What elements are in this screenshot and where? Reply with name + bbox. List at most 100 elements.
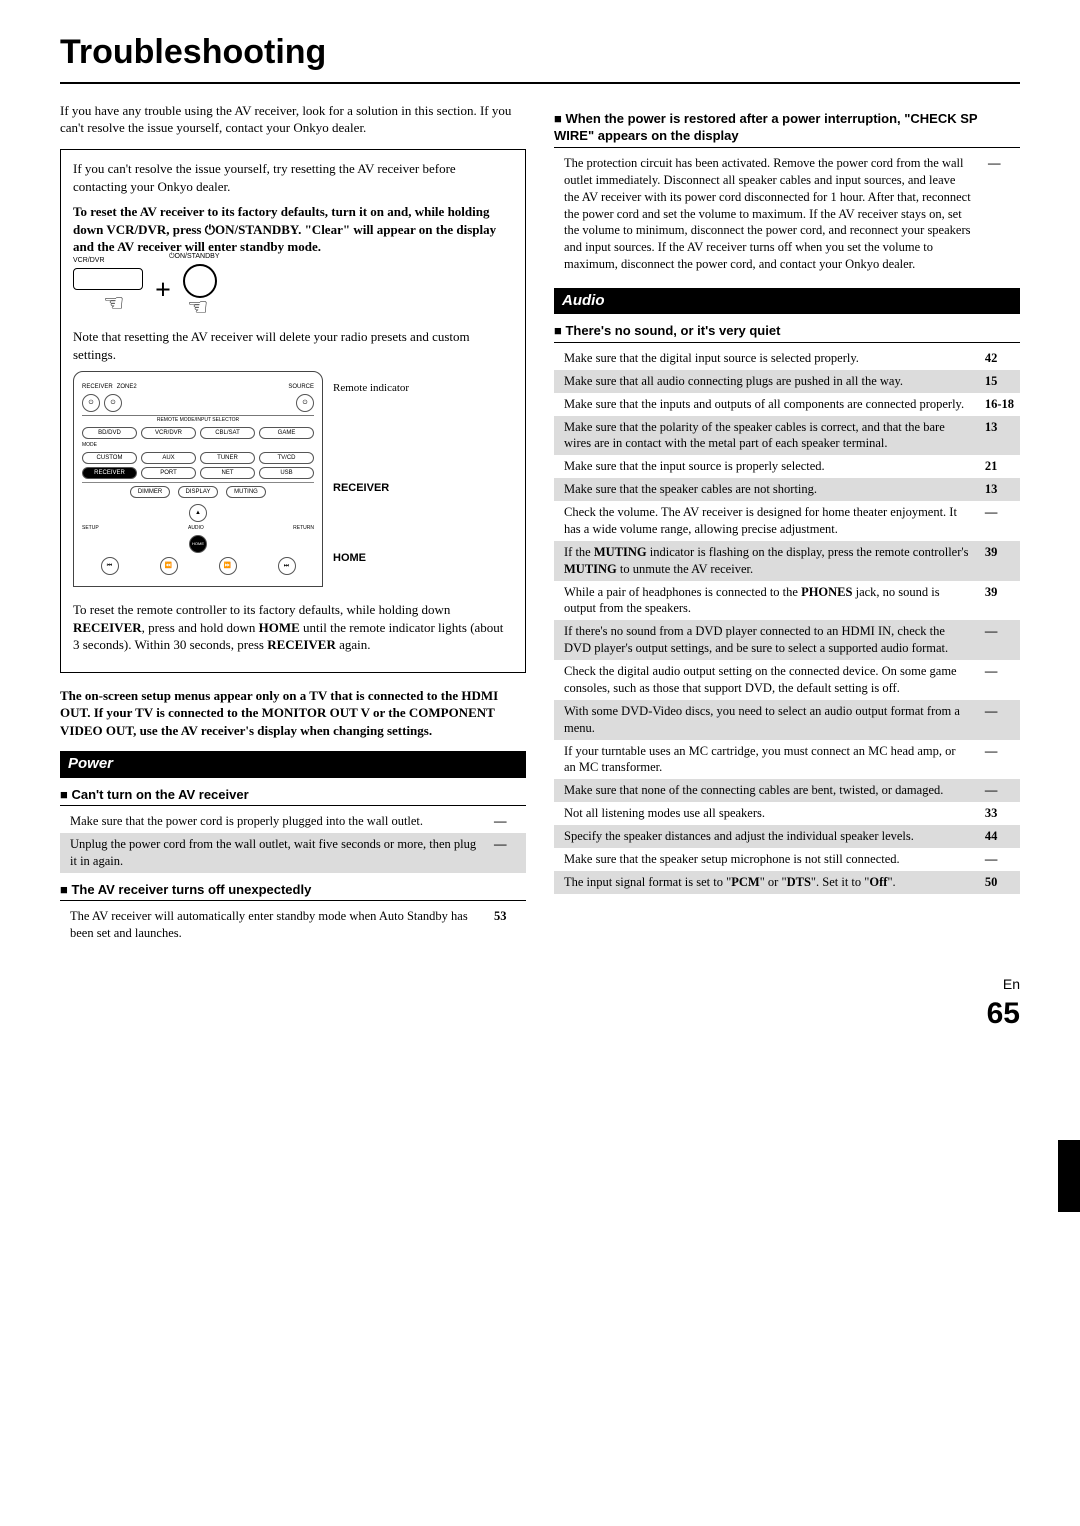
cell-ref: —: [975, 501, 1020, 541]
rb: NET: [200, 467, 255, 479]
hand-icon: ☜: [187, 292, 217, 324]
plus-icon: +: [155, 272, 171, 310]
box-p2: To reset the AV receiver to its factory …: [73, 203, 513, 256]
cell-ref: 53: [484, 905, 526, 945]
cell-ref: 42: [975, 347, 1020, 370]
reset-diagram: VCR/DVR ☜ + ⏻ON/STANDBY ☜: [73, 264, 513, 318]
cell-text: Specify the speaker distances and adjust…: [554, 825, 975, 848]
rb: MODE: [82, 442, 314, 449]
rb: AUDIO: [188, 525, 204, 532]
cell-text: Check the volume. The AV receiver is des…: [554, 501, 975, 541]
t: HOME: [259, 620, 300, 635]
rb: RECEIVER: [82, 383, 113, 391]
power-table-1: Make sure that the power cord is properl…: [60, 810, 526, 873]
content-columns: If you have any trouble using the AV rec…: [60, 102, 1020, 945]
cell-ref: —: [975, 620, 1020, 660]
table-row: While a pair of headphones is connected …: [554, 581, 1020, 621]
table-row: Not all listening modes use all speakers…: [554, 802, 1020, 825]
power-sub2: The AV receiver turns off unexpectedly: [60, 881, 526, 902]
audio-section-header: Audio: [554, 288, 1020, 314]
power-label: ⏻ON/STANDBY: [169, 252, 220, 261]
power-table-2: The AV receiver will automatically enter…: [60, 905, 526, 945]
cell-text: Unplug the power cord from the wall outl…: [60, 833, 484, 873]
cell-ref: —: [975, 740, 1020, 780]
cell-text: Make sure that the digital input source …: [554, 347, 975, 370]
rb: ⏻: [296, 394, 314, 412]
table-row: If the MUTING indicator is flashing on t…: [554, 541, 1020, 581]
table-row: Make sure that none of the connecting ca…: [554, 779, 1020, 802]
box-p4: To reset the remote controller to its fa…: [73, 601, 513, 654]
cell-ref: 50: [975, 871, 1020, 894]
rb: GAME: [259, 427, 314, 439]
receiver-button: RECEIVER: [82, 467, 137, 479]
rb: ⏮: [101, 557, 119, 575]
intro-text: If you have any trouble using the AV rec…: [60, 102, 526, 137]
home-label: HOME: [333, 551, 366, 566]
cell-ref: —: [975, 779, 1020, 802]
col2-table-1: The protection circuit has been activate…: [554, 152, 1020, 276]
cell-text: Check the digital audio output setting o…: [554, 660, 975, 700]
box-p1: If you can't resolve the issue yourself,…: [73, 160, 513, 195]
right-column: When the power is restored after a power…: [554, 102, 1020, 945]
cell-text: If there's no sound from a DVD player co…: [554, 620, 975, 660]
rb: PORT: [141, 467, 196, 479]
rb: BD/DVD: [82, 427, 137, 439]
cell-text: The protection circuit has been activate…: [554, 152, 978, 276]
rb: MUTING: [226, 486, 266, 498]
rb: ⏻: [104, 394, 122, 412]
cell-ref: 21: [975, 455, 1020, 478]
rb: ⏩: [219, 557, 237, 575]
cell-text: Make sure that the speaker cables are no…: [554, 478, 975, 501]
cell-text: Not all listening modes use all speakers…: [554, 802, 975, 825]
cell-ref: —: [978, 152, 1020, 276]
reset-box: If you can't resolve the issue yourself,…: [60, 149, 526, 673]
table-row: If your turntable uses an MC cartridge, …: [554, 740, 1020, 780]
remote-diagram-wrap: Remote indicator RECEIVER HOME RECEIVER …: [73, 371, 513, 601]
power-section-header: Power: [60, 751, 526, 777]
rb: TUNER: [200, 452, 255, 464]
rb: CBL/SAT: [200, 427, 255, 439]
table-row: Specify the speaker distances and adjust…: [554, 825, 1020, 848]
remote-indicator-label: Remote indicator: [333, 381, 409, 396]
cell-text: Make sure that the polarity of the speak…: [554, 416, 975, 456]
hand-icon: ☜: [103, 288, 143, 320]
cell-ref: 44: [975, 825, 1020, 848]
cell-text: The input signal format is set to "PCM" …: [554, 871, 975, 894]
cell-text: Make sure that all audio connecting plug…: [554, 370, 975, 393]
rb: ⏻: [82, 394, 100, 412]
t: RECEIVER: [73, 620, 142, 635]
remote-diagram: RECEIVER ZONE2 SOURCE ⏻ ⏻ ⏻ REMOTE MODE/…: [73, 371, 323, 587]
table-row: Check the digital audio output setting o…: [554, 660, 1020, 700]
left-column: If you have any trouble using the AV rec…: [60, 102, 526, 945]
mode-label: REMOTE MODE/INPUT SELECTOR: [82, 415, 314, 424]
side-tab: [1058, 1140, 1080, 1212]
t: again.: [336, 637, 371, 652]
cell-text: The AV receiver will automatically enter…: [60, 905, 484, 945]
table-row: Make sure that the input source is prope…: [554, 455, 1020, 478]
rb: SOURCE: [288, 383, 314, 391]
vcr-label: VCR/DVR: [73, 256, 105, 265]
table-row: The protection circuit has been activate…: [554, 152, 1020, 276]
table-row: Make sure that the inputs and outputs of…: [554, 393, 1020, 416]
table-row: The input signal format is set to "PCM" …: [554, 871, 1020, 894]
receiver-label: RECEIVER: [333, 481, 389, 496]
table-row: Make sure that the polarity of the speak…: [554, 416, 1020, 456]
cell-ref: —: [484, 810, 526, 833]
rb: ⏭: [278, 557, 296, 575]
cell-text: If the MUTING indicator is flashing on t…: [554, 541, 975, 581]
cell-ref: 33: [975, 802, 1020, 825]
rb: ZONE2: [117, 383, 137, 391]
rb: USB: [259, 467, 314, 479]
power-sub1: Can't turn on the AV receiver: [60, 786, 526, 807]
cell-text: Make sure that the power cord is properl…: [60, 810, 484, 833]
cell-ref: 13: [975, 478, 1020, 501]
footer-lang: En: [60, 975, 1020, 994]
rb: CUSTOM: [82, 452, 137, 464]
col2-sub1: When the power is restored after a power…: [554, 110, 1020, 148]
t: RECEIVER: [267, 637, 336, 652]
table-row: Make sure that all audio connecting plug…: [554, 370, 1020, 393]
vcr-button-graphic: [73, 268, 143, 290]
cell-text: Make sure that the inputs and outputs of…: [554, 393, 975, 416]
cell-ref: —: [484, 833, 526, 873]
footer-page: 65: [60, 994, 1020, 1035]
